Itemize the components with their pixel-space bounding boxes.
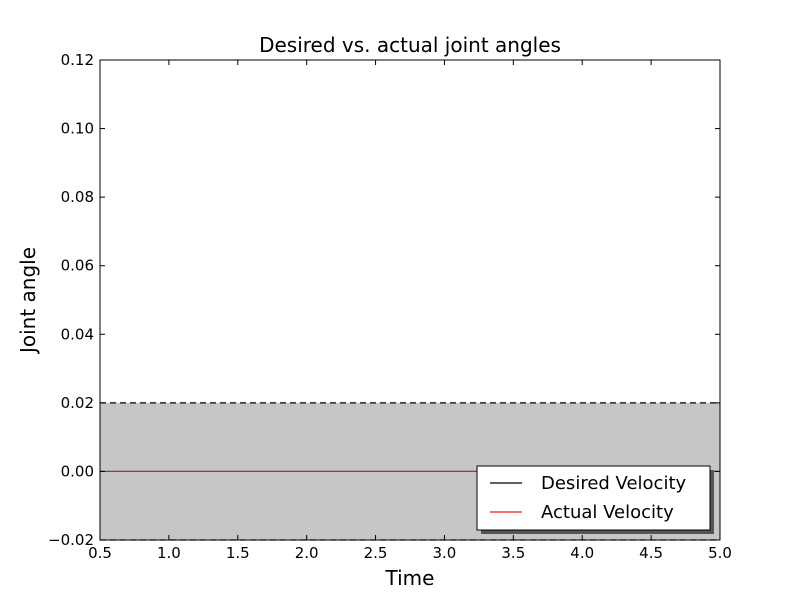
y-tick-label: −0.02 bbox=[48, 531, 94, 549]
x-tick-label: 3.0 bbox=[433, 544, 457, 562]
y-tick-label: 0.10 bbox=[61, 120, 94, 138]
legend: Desired Velocity Actual Velocity bbox=[476, 465, 714, 534]
x-tick-label: 1.5 bbox=[226, 544, 250, 562]
chart-title: Desired vs. actual joint angles bbox=[259, 33, 561, 57]
x-ticks: 0.5 1.0 1.5 2.0 2.5 3.0 3.5 4.0 4.5 5.0 bbox=[88, 60, 732, 562]
x-tick-label: 3.5 bbox=[501, 544, 525, 562]
x-axis-title: Time bbox=[385, 566, 435, 590]
y-tick-label: 0.00 bbox=[61, 462, 94, 480]
plot-frame bbox=[99, 59, 721, 541]
x-tick-label: 2.0 bbox=[295, 544, 319, 562]
x-tick-label: 0.5 bbox=[88, 544, 112, 562]
legend-label-desired-velocity: Desired Velocity bbox=[541, 473, 686, 494]
y-axis-title: Joint angle bbox=[16, 247, 40, 355]
x-tick-label: 2.5 bbox=[364, 544, 388, 562]
y-tick-label: 0.06 bbox=[61, 257, 94, 275]
y-tick-label: 0.08 bbox=[61, 188, 94, 206]
y-tick-label: 0.02 bbox=[61, 394, 94, 412]
y-tick-label: 0.12 bbox=[61, 51, 94, 69]
x-tick-label: 4.0 bbox=[570, 544, 594, 562]
x-tick-label: 4.5 bbox=[639, 544, 663, 562]
x-tick-label: 1.0 bbox=[157, 544, 181, 562]
x-tick-label: 5.0 bbox=[708, 544, 732, 562]
legend-box bbox=[476, 465, 711, 531]
y-tick-label: 0.04 bbox=[61, 325, 94, 343]
y-ticks: −0.02 0.00 0.02 0.04 0.06 0.08 0.10 0.12 bbox=[48, 51, 720, 549]
legend-label-actual-velocity: Actual Velocity bbox=[541, 502, 674, 523]
